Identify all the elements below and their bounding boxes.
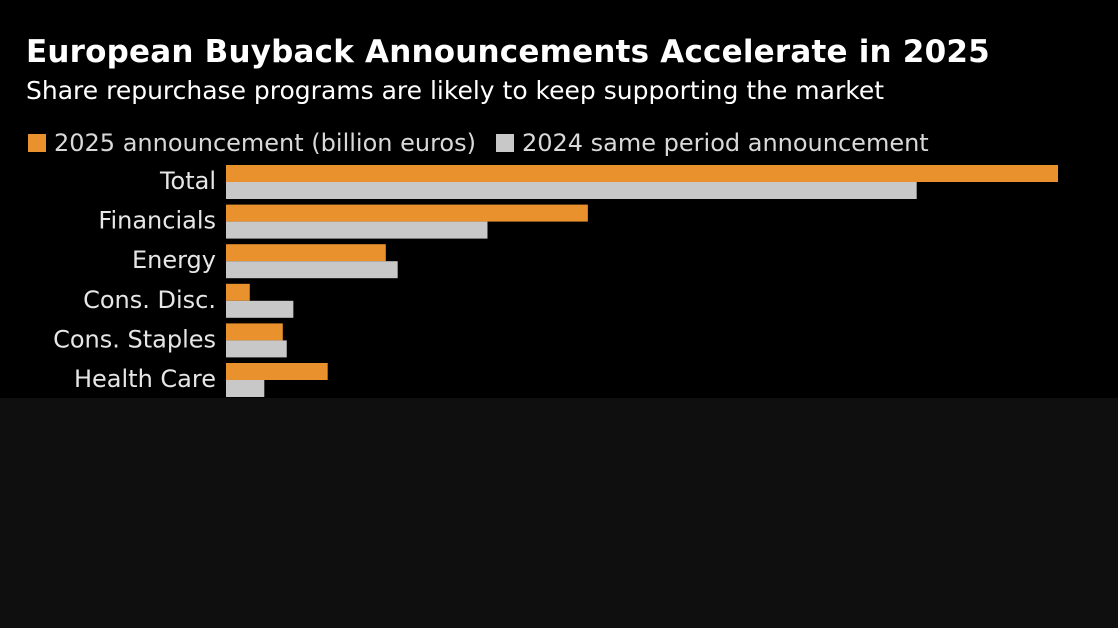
category-label-total: Total xyxy=(159,167,216,195)
bar-energy-2025 xyxy=(226,244,386,262)
bar-financials-2024 xyxy=(226,221,488,239)
legend-label-2024: 2024 same period announcement xyxy=(521,129,929,157)
bar-chart: Total Financials Energy Cons. Disc. Cons. St… xyxy=(53,165,1058,397)
legend-item-2024: 2024 same period announcement xyxy=(495,129,929,157)
legend-item-2025: 2025 announcement (billion euros) xyxy=(28,129,476,157)
legend-label-2025: 2025 announcement (billion euros) xyxy=(54,129,476,157)
category-label-cons-disc: Cons. Disc. xyxy=(83,286,216,314)
bar-cons-disc-2024 xyxy=(226,300,294,318)
legend-swatch-2025 xyxy=(28,134,46,152)
bar-financials-2025 xyxy=(226,204,588,222)
bar-cons-staples-2024 xyxy=(226,340,287,358)
legend: 2025 announcement (billion euros) 2024 s… xyxy=(28,128,949,158)
category-label-financials: Financials xyxy=(98,207,216,235)
bar-health-care-2025 xyxy=(226,363,328,380)
legend-swatch-2024 xyxy=(495,134,514,152)
bar-energy-2024 xyxy=(226,261,398,279)
bar-health-care-2024 xyxy=(226,380,265,397)
chart-subtitle: Share repurchase programs are likely to … xyxy=(26,76,885,105)
bar-cons-disc-2025 xyxy=(226,283,250,301)
bar-total-2024 xyxy=(226,182,917,199)
bar-cons-staples-2025 xyxy=(226,323,283,341)
bar-total-2025 xyxy=(226,165,1058,182)
chart-title: European Buyback Announcements Accelerat… xyxy=(26,34,990,70)
category-label-cons-staples: Cons. Staples xyxy=(53,325,216,353)
category-label-health-care: Health Care xyxy=(74,365,216,393)
category-label-energy: Energy xyxy=(132,246,216,274)
